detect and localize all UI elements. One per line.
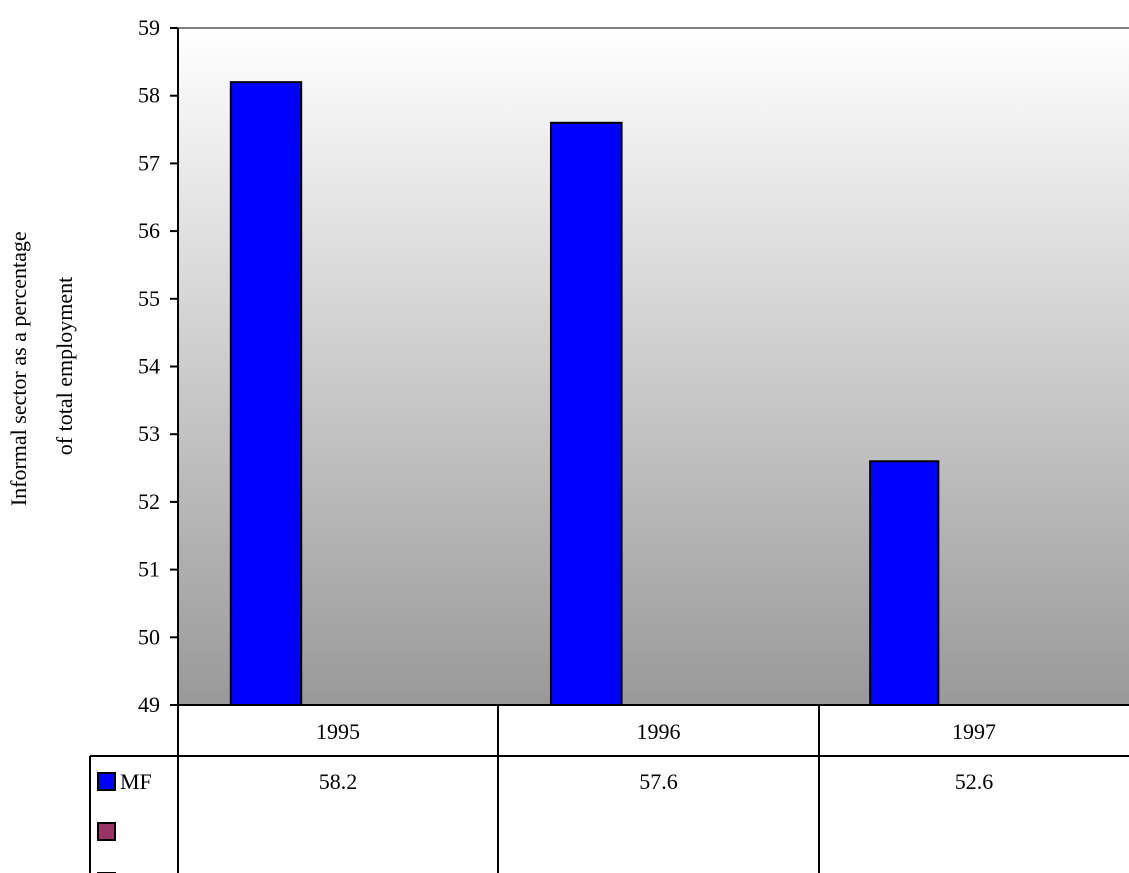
table-value: 52.6 [955, 769, 994, 794]
y-tick-label: 55 [138, 286, 160, 311]
table-content: 1995 1996 1997 MF 58.2 57.6 52.6 [97, 719, 996, 873]
y-tick-label: 54 [138, 354, 160, 379]
y-axis-title-line-2: of total employment [52, 277, 77, 455]
y-tick-label: 56 [138, 218, 160, 243]
y-axis-title-line-1: Informal sector as a percentage [6, 231, 31, 506]
legend-swatch [97, 772, 116, 791]
legend-label: MF [120, 769, 152, 794]
y-tick-label: 51 [138, 557, 160, 582]
category-label: 1995 [316, 719, 360, 744]
table-value: 57.6 [639, 769, 678, 794]
y-ticks-group: 49 50 51 52 53 54 55 56 57 58 59 [138, 15, 178, 717]
y-axis-title: Informal sector as a percentage of total… [6, 226, 77, 506]
plot-area [178, 28, 1129, 705]
table-value: 58.2 [319, 769, 358, 794]
y-tick-label: 59 [138, 15, 160, 40]
y-tick-label: 50 [138, 624, 160, 649]
data-table: 1995 1996 1997 MF 58.2 57.6 52.6 [89, 704, 1129, 873]
category-label: 1997 [952, 719, 996, 744]
y-tick-label: 53 [138, 421, 160, 446]
y-tick-label: 57 [138, 150, 160, 175]
category-label: 1996 [637, 719, 681, 744]
bar-1997 [869, 460, 940, 706]
y-tick-label: 49 [138, 692, 160, 717]
y-tick-label: 58 [138, 83, 160, 108]
bar-1996 [549, 121, 623, 706]
legend-swatch [97, 822, 116, 841]
y-tick-label: 52 [138, 489, 160, 514]
bar-1995 [229, 81, 303, 707]
